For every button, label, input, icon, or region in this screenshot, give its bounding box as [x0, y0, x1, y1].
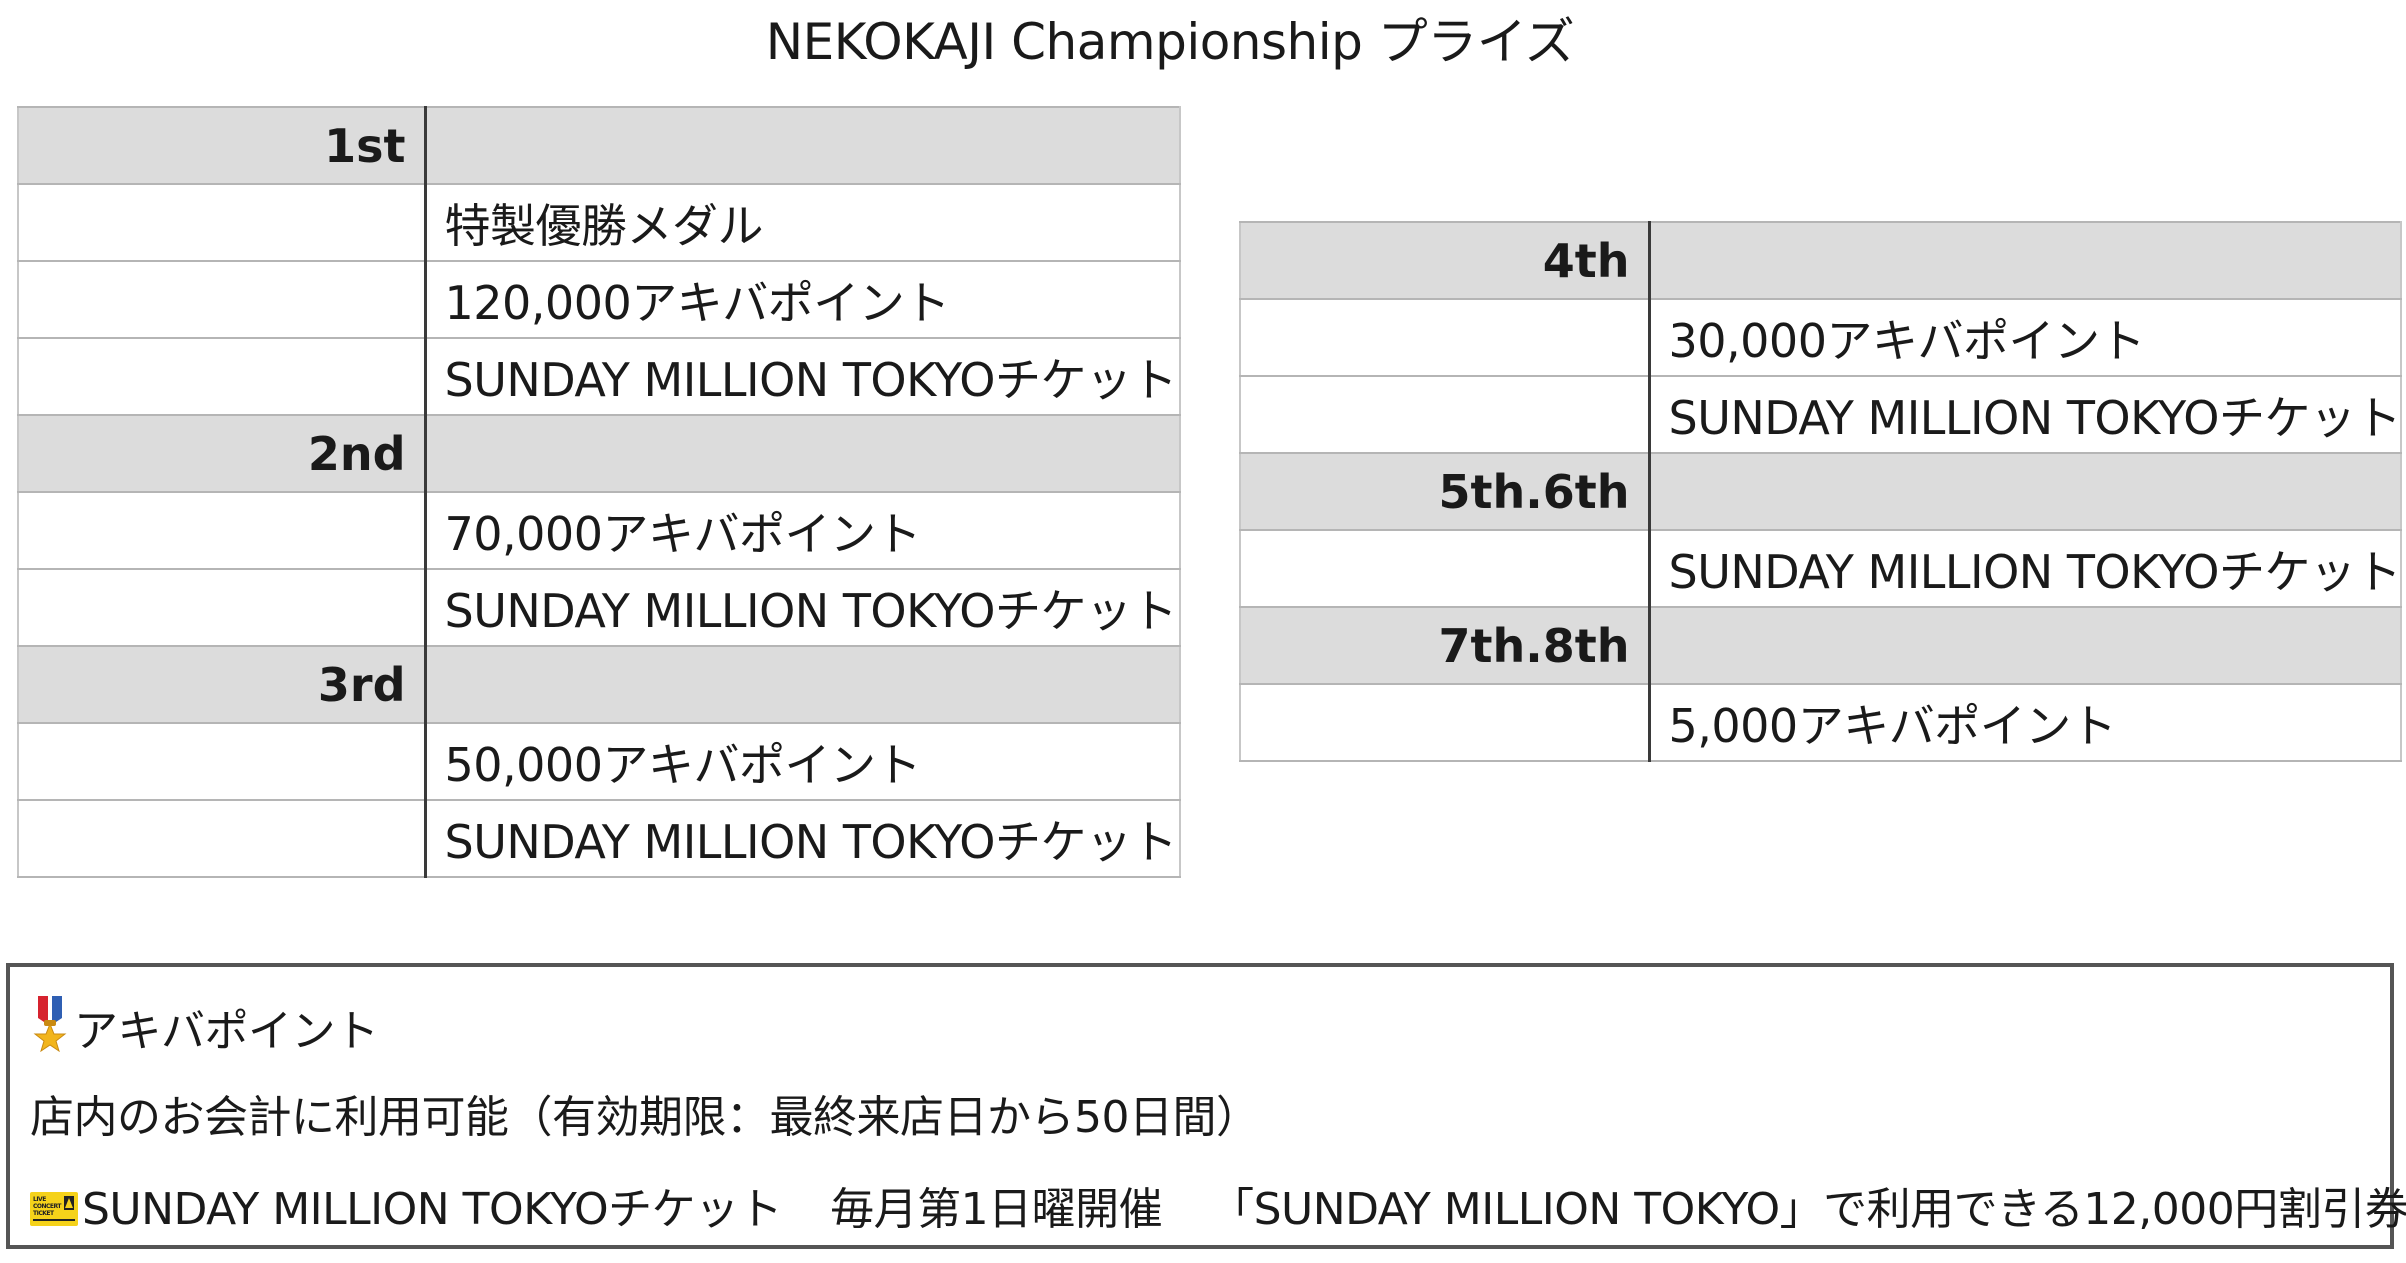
rank-label: 5th.6th — [1239, 452, 1650, 531]
rank-row: 5th.6th — [1239, 452, 2402, 531]
prize-row: SUNDAY MILLION TOKYOチケット — [17, 799, 1181, 878]
prize-item: 30,000アキバポイント — [1647, 298, 2402, 377]
ticket-description: 「SUNDAY MILLION TOKYO」で利用できる12,000円割引券 — [1210, 1184, 2406, 1235]
prize-row: 50,000アキバポイント — [17, 722, 1181, 801]
prize-item: SUNDAY MILLION TOKYOチケット — [423, 568, 1181, 647]
rank-row-empty-cell — [1647, 606, 2402, 685]
prize-table-right: 4th 30,000アキバポイント SUNDAY MILLION TOKYOチケット… — [1239, 221, 2402, 762]
ticket-icon-text-2: CONCERT — [33, 1203, 62, 1210]
ticket-schedule: 毎月第1日曜開催 — [830, 1184, 1163, 1235]
prize-item: SUNDAY MILLION TOKYOチケット — [1647, 529, 2402, 608]
rank-label: 2nd — [17, 414, 426, 493]
prize-item: 5,000アキバポイント — [1647, 683, 2402, 762]
ticket-note: LIVE CONCERT TICKET SUNDAY MILLION TOKYO… — [30, 1173, 2406, 1237]
prize-row: 5,000アキバポイント — [1239, 683, 2402, 762]
prize-item: 120,000アキバポイント — [423, 260, 1181, 339]
page-title: NEKOKAJI Championship プライズ — [765, 13, 1575, 71]
prize-row: SUNDAY MILLION TOKYOチケット — [17, 568, 1181, 647]
prize-row-empty-cell — [17, 337, 426, 416]
rank-label: 7th.8th — [1239, 606, 1650, 685]
prize-row-empty-cell — [17, 568, 426, 647]
rank-row: 2nd — [17, 414, 1181, 493]
prize-item: 50,000アキバポイント — [423, 722, 1181, 801]
rank-row-empty-cell — [423, 414, 1181, 493]
rank-row-empty-cell — [1647, 452, 2402, 531]
notes-box: アキバポイント 店内のお会計に利用可能（有効期限：最終来店日から50日間） LI… — [6, 963, 2406, 1249]
rank-row-empty-cell — [423, 645, 1181, 724]
prize-row: SUNDAY MILLION TOKYOチケット — [17, 337, 1181, 416]
ticket-icon-text-1: LIVE — [33, 1196, 46, 1203]
prize-row-empty-cell — [17, 491, 426, 570]
prize-item: SUNDAY MILLION TOKYOチケット — [423, 337, 1181, 416]
prize-item: SUNDAY MILLION TOKYOチケット — [423, 799, 1181, 878]
rank-row: 3rd — [17, 645, 1181, 724]
rank-row-empty-cell — [1647, 221, 2402, 300]
prize-row: 30,000アキバポイント — [1239, 298, 2402, 377]
prize-row-empty-cell — [1239, 529, 1650, 608]
prize-row: 特製優勝メダル — [17, 183, 1181, 262]
ticket-icon-text-3: TICKET — [33, 1210, 55, 1217]
prize-item: SUNDAY MILLION TOKYOチケット — [1647, 375, 2402, 454]
rank-label: 3rd — [17, 645, 426, 724]
rank-row: 4th — [1239, 221, 2402, 300]
prize-row-empty-cell — [1239, 375, 1650, 454]
prize-row-empty-cell — [1239, 683, 1650, 762]
prize-row-empty-cell — [1239, 298, 1650, 377]
prize-row-empty-cell — [17, 183, 426, 262]
prize-item: 特製優勝メダル — [423, 183, 1181, 262]
ticket-name: SUNDAY MILLION TOKYOチケット — [82, 1184, 783, 1235]
points-title-text: アキバポイント — [74, 1006, 379, 1057]
rank-row-empty-cell — [423, 106, 1181, 185]
prize-row-empty-cell — [17, 799, 426, 878]
prize-row-empty-cell — [17, 260, 426, 339]
prize-row: SUNDAY MILLION TOKYOチケット — [1239, 375, 2402, 454]
prize-row: 70,000アキバポイント — [17, 491, 1181, 570]
prize-item: 70,000アキバポイント — [423, 491, 1181, 570]
prize-table-left-body: 1st 特製優勝メダル 120,000アキバポイント SUNDAY MILLION T… — [17, 106, 1181, 878]
ticket-icon: LIVE CONCERT TICKET — [30, 1188, 78, 1226]
military-medal-icon — [30, 996, 70, 1053]
rank-label: 1st — [17, 106, 426, 185]
rank-row: 7th.8th — [1239, 606, 2402, 685]
prize-row: 120,000アキバポイント — [17, 260, 1181, 339]
rank-label: 4th — [1239, 221, 1650, 300]
prize-table-left: 1st 特製優勝メダル 120,000アキバポイント SUNDAY MILLION T… — [17, 106, 1181, 878]
points-note-title: アキバポイント — [30, 995, 379, 1059]
points-description: 店内のお会計に利用可能（有効期限：最終来店日から50日間） — [30, 1092, 1260, 1143]
prize-row-empty-cell — [17, 722, 426, 801]
rank-row: 1st — [17, 106, 1181, 185]
prize-table-right-body: 4th 30,000アキバポイント SUNDAY MILLION TOKYOチケット… — [1239, 221, 2402, 762]
prize-row: SUNDAY MILLION TOKYOチケット — [1239, 529, 2402, 608]
